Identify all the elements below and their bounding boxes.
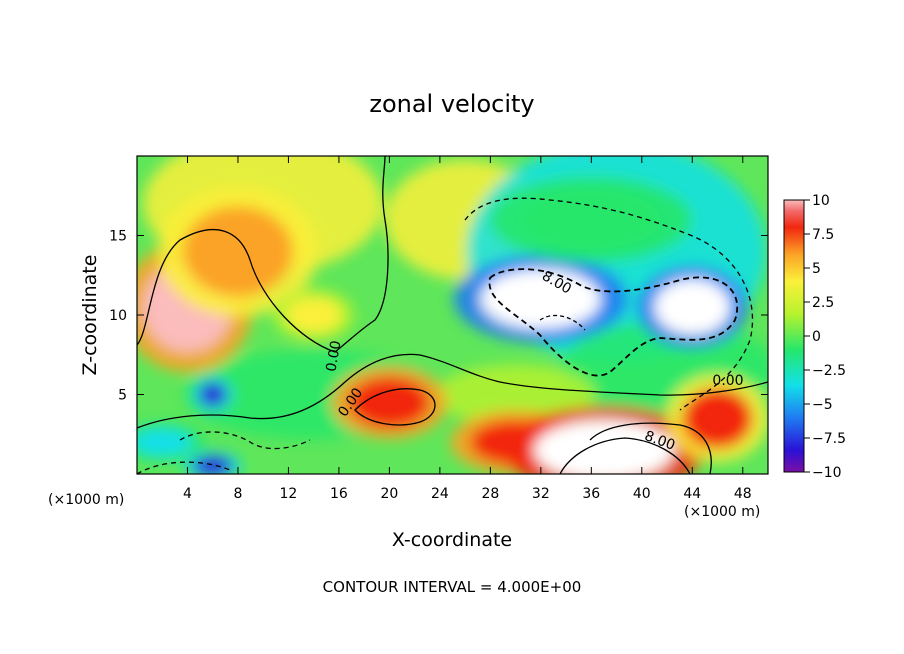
y-tick-label: 15 — [109, 229, 127, 245]
colorbar: 10 7.5 5 2.5 0 −2.5 −5 −7.5 −10 — [783, 193, 846, 481]
field-feature-2 — [349, 377, 430, 428]
contour-interval-note: CONTOUR INTERVAL = 4.000E+00 — [323, 578, 582, 596]
y-tick-label: 10 — [109, 308, 127, 324]
plot-area: 0.000.008.000.008.00 — [137, 156, 768, 474]
colorbar-tick-label: −2.5 — [812, 363, 846, 379]
y-tick-label: 5 — [118, 388, 127, 404]
colorbar-tick-label: −10 — [812, 465, 842, 481]
field-feature-7 — [654, 279, 731, 336]
x-axis-label: X-coordinate — [392, 529, 512, 551]
field-feature-8 — [521, 189, 662, 250]
x-axis: 4 8 12 16 20 24 28 32 36 40 44 48 — [183, 156, 752, 502]
colorbar-tick-label: 0 — [812, 329, 821, 345]
colorbar-tick-label: 7.5 — [812, 227, 834, 243]
colorbar-tick-label: −5 — [812, 397, 833, 413]
y-axis: 5 10 15 — [109, 229, 768, 404]
x-unit-right: (×1000 m) — [684, 504, 760, 520]
x-tick-label: 48 — [734, 486, 752, 502]
chart-title: zonal velocity — [369, 90, 534, 118]
field-feature-10 — [192, 456, 233, 474]
field-feature-6 — [480, 269, 601, 330]
x-tick-label: 36 — [582, 486, 600, 502]
field-region-5 — [435, 364, 596, 425]
contour-label-3: 0.00 — [712, 373, 743, 389]
x-tick-label: 44 — [683, 486, 701, 502]
x-tick-label: 12 — [280, 486, 298, 502]
x-tick-label: 16 — [330, 486, 348, 502]
field-feature-12 — [285, 297, 342, 333]
colorbar-tick-label: 10 — [812, 193, 830, 209]
x-tick-label: 28 — [481, 486, 499, 502]
svg-text:0.00: 0.00 — [323, 339, 344, 372]
field-feature-4 — [533, 420, 674, 474]
colorbar-tick-label: 2.5 — [812, 295, 834, 311]
colorbar-tick-label: 5 — [812, 261, 821, 277]
field-feature-9 — [198, 382, 227, 407]
field-feature-11 — [137, 428, 193, 457]
field-feature-5 — [682, 388, 753, 449]
colorbar-tick-label: −7.5 — [812, 431, 846, 447]
x-tick-label: 8 — [233, 486, 242, 502]
x-tick-label: 24 — [431, 486, 449, 502]
y-axis-label: Z-coordinate — [79, 255, 101, 376]
x-tick-label: 32 — [532, 486, 550, 502]
x-tick-label: 40 — [633, 486, 651, 502]
x-unit-left: (×1000 m) — [48, 492, 124, 508]
contour-lines — [137, 156, 768, 474]
x-tick-label: 20 — [380, 486, 398, 502]
field-feature-1 — [182, 206, 293, 297]
contour-label-0: 0.00 — [323, 339, 344, 372]
velocity-field — [137, 156, 768, 474]
x-tick-label: 4 — [183, 486, 192, 502]
svg-text:0.00: 0.00 — [712, 373, 743, 389]
